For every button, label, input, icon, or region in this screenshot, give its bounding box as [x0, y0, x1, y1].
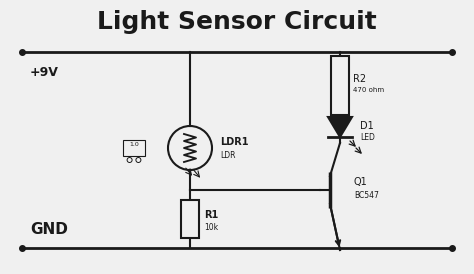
Text: R2: R2 [353, 73, 366, 84]
Bar [331, 56, 349, 115]
Text: GND: GND [30, 222, 68, 238]
Text: R1: R1 [204, 210, 218, 220]
Text: 470 ohm: 470 ohm [353, 87, 384, 93]
Text: 10k: 10k [204, 222, 218, 232]
Text: LED: LED [360, 133, 375, 141]
Text: +9V: +9V [30, 65, 59, 78]
Text: 1.0: 1.0 [129, 142, 139, 147]
Text: D1: D1 [360, 121, 374, 131]
Polygon shape [328, 117, 352, 137]
Text: BC547: BC547 [354, 190, 379, 199]
Text: LDR1: LDR1 [220, 137, 248, 147]
Text: LDR: LDR [220, 150, 236, 159]
Bar [181, 200, 199, 238]
Bar [123, 140, 145, 156]
Text: Light Sensor Circuit: Light Sensor Circuit [97, 10, 377, 34]
Text: Q1: Q1 [354, 177, 368, 187]
